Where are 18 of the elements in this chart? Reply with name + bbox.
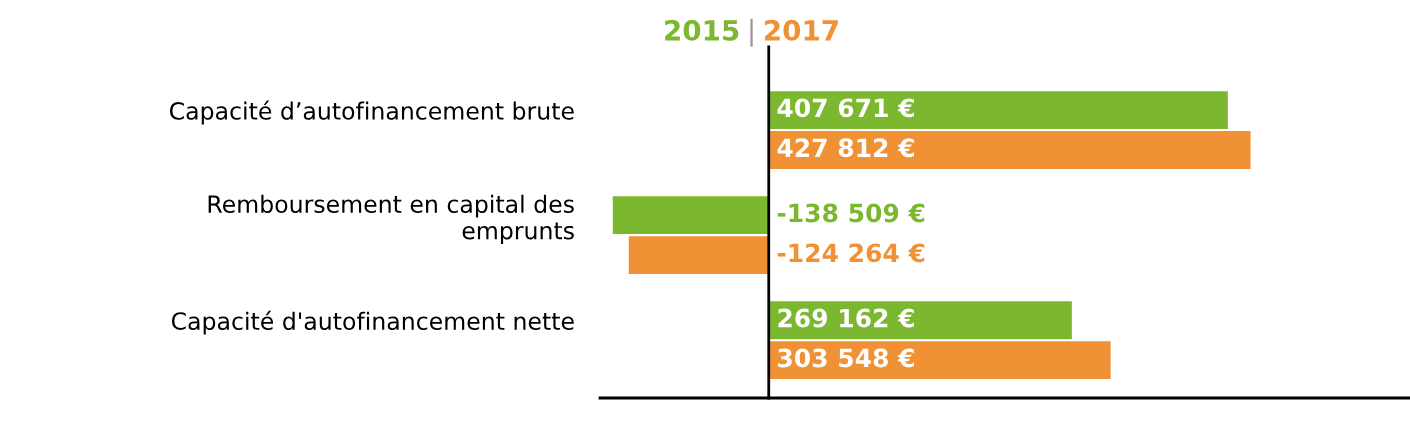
text: 2017 xyxy=(765,19,838,41)
data-label: 269 162 € xyxy=(778,308,914,328)
data-label: -124 264 € xyxy=(777,243,925,263)
text: 2015 xyxy=(665,19,739,41)
data-label: 427 812 € xyxy=(777,138,914,158)
bar xyxy=(612,196,769,235)
bar xyxy=(768,131,1251,169)
bar xyxy=(628,236,769,274)
y-tick-label: Remboursement en capital des emprunts xyxy=(208,194,574,245)
y-tick-label: Capacité d'autofinancement nette xyxy=(171,310,574,335)
data-label: 407 671 € xyxy=(777,98,914,118)
bar xyxy=(768,91,1228,129)
bar xyxy=(768,341,1111,380)
data-label: 303 548 € xyxy=(778,348,914,368)
bar xyxy=(768,301,1072,340)
text: | xyxy=(750,18,753,47)
y-tick-label: Capacité d’autofinancement brute xyxy=(169,100,574,125)
data-label: -138 509 € xyxy=(777,203,925,223)
